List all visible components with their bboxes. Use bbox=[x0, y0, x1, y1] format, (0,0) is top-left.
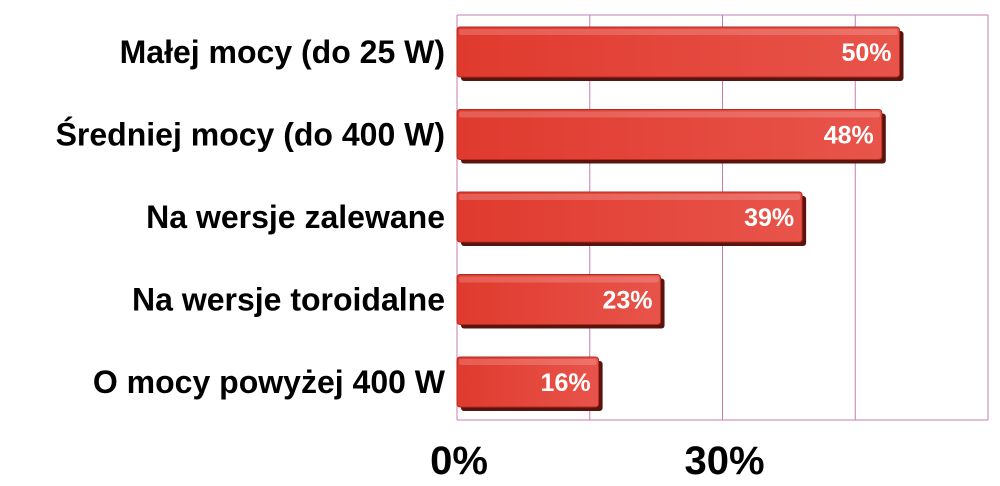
bar bbox=[456, 274, 662, 325]
data-label: 50% bbox=[841, 39, 891, 67]
bar-group: 48% bbox=[456, 109, 886, 164]
data-label: 48% bbox=[824, 122, 874, 150]
bar bbox=[456, 109, 883, 160]
bar bbox=[456, 191, 803, 243]
x-tick-label: 0% bbox=[430, 439, 488, 483]
data-label: 39% bbox=[744, 204, 794, 232]
category-label: O mocy powyżej 400 W bbox=[93, 364, 446, 400]
bar-group: 39% bbox=[456, 191, 807, 246]
bar bbox=[456, 356, 600, 408]
bar-highlight bbox=[459, 194, 801, 200]
category-label: Małej mocy (do 25 W) bbox=[120, 34, 445, 70]
x-axis-tick-labels: 0% 30% bbox=[430, 439, 764, 483]
category-label: Średniej mocy (do 400 W) bbox=[56, 117, 445, 153]
bar-highlight bbox=[459, 111, 880, 118]
bar bbox=[456, 26, 900, 78]
data-label: 16% bbox=[541, 369, 591, 397]
category-label: Na wersje toroidalne bbox=[132, 282, 445, 318]
bar-group: 16% bbox=[456, 356, 603, 411]
bars: 50% 48% 39% 23% 16% bbox=[456, 26, 904, 411]
x-tick-label: 30% bbox=[684, 439, 764, 483]
bar-highlight bbox=[459, 29, 898, 35]
data-label: 23% bbox=[603, 287, 653, 315]
bar-group: 23% bbox=[456, 274, 665, 329]
bar-highlight bbox=[459, 359, 597, 365]
bar-highlight bbox=[459, 276, 659, 283]
bar-group: 50% bbox=[456, 26, 904, 81]
category-label: Na wersje zalewane bbox=[146, 199, 445, 235]
category-labels: Małej mocy (do 25 W) Średniej mocy (do 40… bbox=[56, 34, 446, 400]
